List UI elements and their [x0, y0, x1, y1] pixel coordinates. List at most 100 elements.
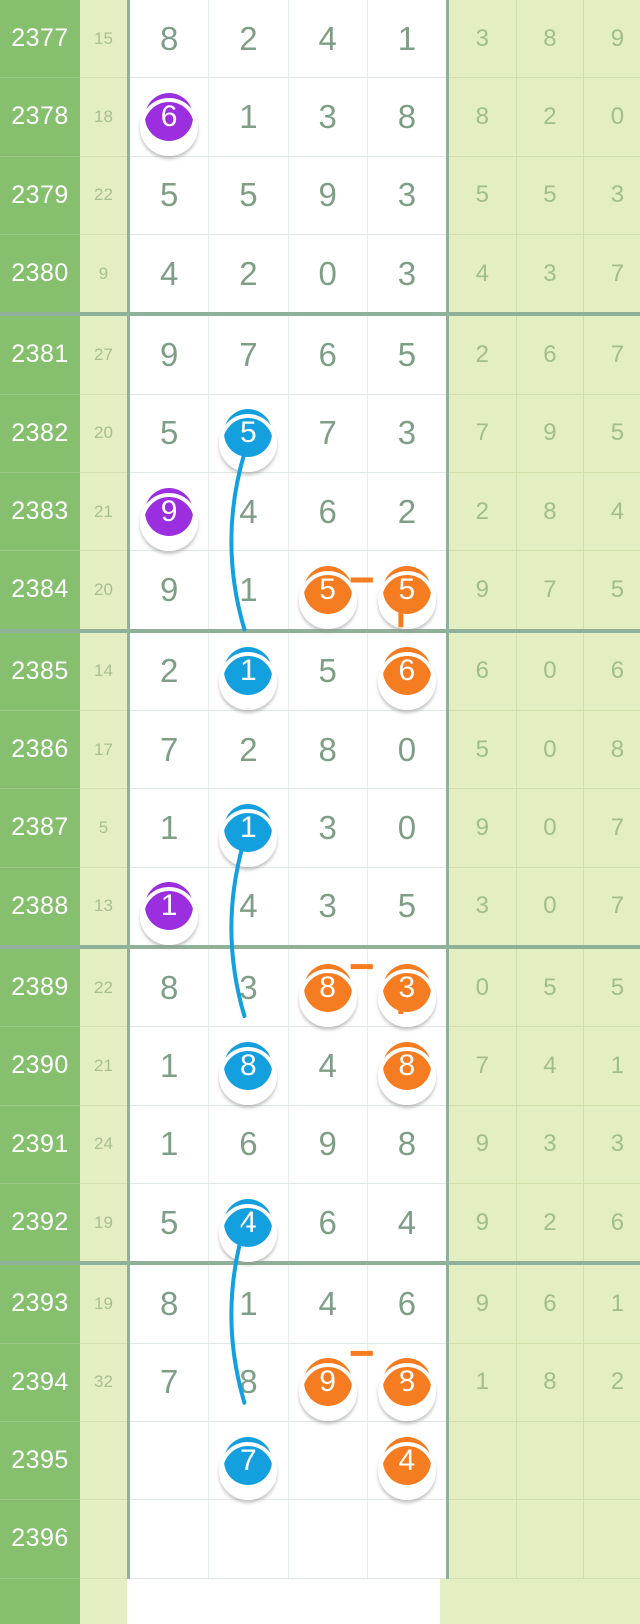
number-cell[interactable]: 8	[126, 1263, 210, 1344]
number-cell[interactable]: 1	[208, 1263, 289, 1344]
number-cell[interactable]: 3	[208, 946, 289, 1028]
draw-id-cell[interactable]: 2378	[0, 77, 80, 157]
highlight-marker-orange[interactable]: 5	[298, 565, 357, 629]
number-cell[interactable]: 5	[126, 1183, 210, 1266]
draw-id-cell[interactable]: 2380	[0, 234, 80, 317]
number-cell[interactable]: 3	[367, 156, 450, 235]
draw-id-cell[interactable]: 2386	[0, 710, 80, 790]
number-cell[interactable]: 8	[208, 1026, 289, 1106]
number-cell[interactable]: 7	[208, 314, 289, 395]
highlight-marker-orange[interactable]: 8	[377, 1358, 436, 1422]
highlight-marker-purple[interactable]: 6	[140, 92, 199, 156]
number-cell[interactable]: 5	[208, 156, 289, 235]
draw-id-cell[interactable]: 2385	[0, 630, 80, 711]
number-cell[interactable]	[126, 1421, 210, 1501]
number-cell[interactable]: 5	[288, 630, 368, 711]
number-cell[interactable]: 0	[367, 710, 450, 790]
number-cell[interactable]: 7	[288, 394, 368, 473]
number-cell[interactable]: 1	[126, 1105, 210, 1184]
highlight-marker-blue[interactable]: 4	[219, 1198, 278, 1262]
draw-id-cell[interactable]: 2382	[0, 394, 80, 473]
number-cell[interactable]: 2	[126, 630, 210, 711]
draw-id-cell[interactable]: 2379	[0, 156, 80, 235]
number-cell[interactable]: 3	[288, 867, 368, 949]
number-cell[interactable]: 7	[126, 1343, 210, 1422]
number-cell[interactable]: 6	[208, 1105, 289, 1184]
draw-id-cell[interactable]: 2392	[0, 1183, 80, 1266]
number-cell[interactable]	[367, 1499, 450, 1579]
number-cell[interactable]: 6	[126, 77, 210, 157]
number-cell[interactable]: 7	[208, 1421, 289, 1501]
number-cell[interactable]: 4	[208, 867, 289, 949]
number-cell[interactable]: 0	[288, 234, 368, 317]
number-cell[interactable]: 1	[208, 77, 289, 157]
number-cell[interactable]: 8	[288, 710, 368, 790]
number-cell[interactable]: 3	[367, 946, 450, 1028]
draw-id-cell[interactable]: 2390	[0, 1026, 80, 1106]
number-cell[interactable]: 3	[288, 788, 368, 868]
number-cell[interactable]: 4	[367, 1183, 450, 1266]
draw-id-cell[interactable]: 2395	[0, 1421, 80, 1501]
highlight-marker-blue[interactable]: 1	[219, 803, 278, 867]
draw-id-cell[interactable]: 2381	[0, 314, 80, 395]
highlight-marker-blue[interactable]: 7	[219, 1436, 278, 1500]
number-cell[interactable]: 1	[208, 630, 289, 711]
number-cell[interactable]: 3	[367, 234, 450, 317]
number-cell[interactable]: 3	[367, 394, 450, 473]
number-cell[interactable]: 9	[126, 472, 210, 552]
number-cell[interactable]: 9	[288, 1343, 368, 1422]
number-cell[interactable]: 4	[208, 1183, 289, 1266]
number-cell[interactable]: 8	[367, 1026, 450, 1106]
number-cell[interactable]: 6	[288, 314, 368, 395]
draw-id-cell[interactable]: 2383	[0, 472, 80, 552]
highlight-marker-blue[interactable]: 1	[219, 647, 278, 711]
draw-id-cell[interactable]: 2394	[0, 1343, 80, 1422]
number-cell[interactable]	[288, 1421, 368, 1501]
number-cell[interactable]: 5	[126, 394, 210, 473]
number-cell[interactable]: 7	[126, 710, 210, 790]
number-cell[interactable]: 6	[288, 1183, 368, 1266]
number-cell[interactable]: 1	[367, 0, 450, 79]
number-cell[interactable]: 4	[126, 234, 210, 317]
number-cell[interactable]: 1	[126, 1026, 210, 1106]
number-cell[interactable]: 5	[367, 314, 450, 395]
number-cell[interactable]: 8	[208, 1343, 289, 1422]
number-cell[interactable]: 2	[208, 234, 289, 317]
number-cell[interactable]	[208, 1499, 289, 1579]
number-cell[interactable]: 9	[126, 314, 210, 395]
number-cell[interactable]: 2	[208, 0, 289, 79]
number-cell[interactable]: 8	[367, 1105, 450, 1184]
number-cell[interactable]	[126, 1499, 210, 1579]
number-cell[interactable]: 6	[367, 630, 450, 711]
number-cell[interactable]: 8	[126, 946, 210, 1028]
number-cell[interactable]: 5	[367, 867, 450, 949]
number-cell[interactable]: 4	[208, 472, 289, 552]
number-cell[interactable]: 6	[367, 1263, 450, 1344]
draw-id-cell[interactable]: 2389	[0, 946, 80, 1028]
number-cell[interactable]: 1	[126, 788, 210, 868]
draw-id-cell[interactable]: 2391	[0, 1105, 80, 1184]
number-cell[interactable]: 1	[208, 788, 289, 868]
draw-id-cell[interactable]: 2396	[0, 1499, 80, 1579]
number-cell[interactable]: 5	[367, 550, 450, 633]
highlight-marker-orange[interactable]: 5	[377, 565, 436, 629]
number-cell[interactable]: 8	[126, 0, 210, 79]
highlight-marker-blue[interactable]: 5	[219, 409, 278, 473]
highlight-marker-purple[interactable]: 1	[140, 882, 199, 946]
number-cell[interactable]: 8	[367, 77, 450, 157]
number-cell[interactable]	[288, 1499, 368, 1579]
number-cell[interactable]: 1	[208, 550, 289, 633]
number-cell[interactable]: 5	[288, 550, 368, 633]
highlight-marker-orange[interactable]: 6	[377, 647, 436, 711]
highlight-marker-orange[interactable]: 4	[377, 1436, 436, 1500]
number-cell[interactable]: 8	[288, 946, 368, 1028]
number-cell[interactable]: 5	[126, 156, 210, 235]
number-cell[interactable]: 9	[288, 1105, 368, 1184]
highlight-marker-orange[interactable]: 8	[377, 1041, 436, 1105]
highlight-marker-blue[interactable]: 8	[219, 1041, 278, 1105]
highlight-marker-purple[interactable]: 9	[140, 487, 199, 551]
number-cell[interactable]: 8	[367, 1343, 450, 1422]
draw-id-cell[interactable]: 2384	[0, 550, 80, 633]
draw-id-cell[interactable]: 2388	[0, 867, 80, 949]
number-cell[interactable]: 2	[367, 472, 450, 552]
